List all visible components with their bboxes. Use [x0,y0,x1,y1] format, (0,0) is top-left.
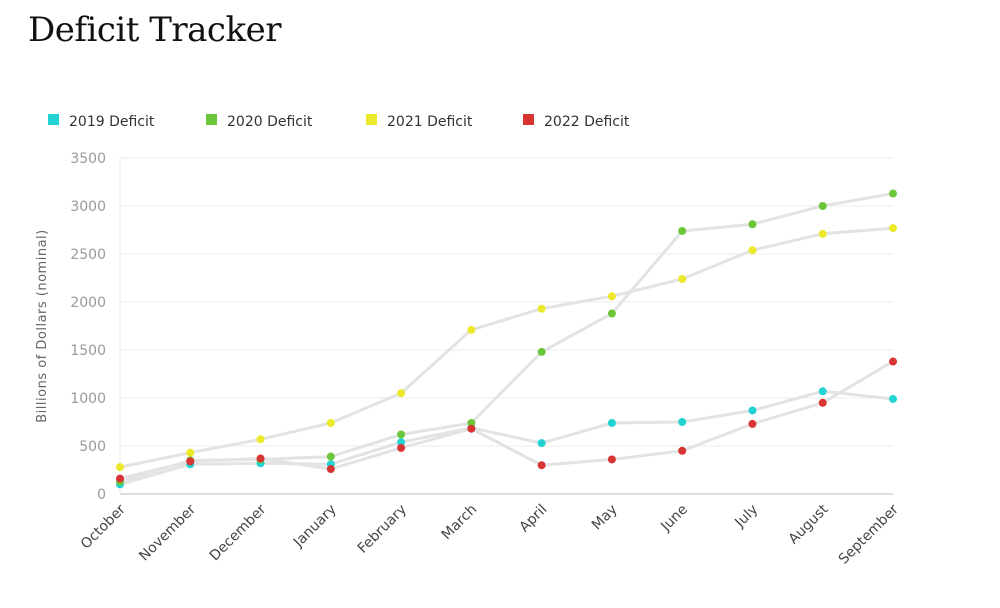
series-line [118,389,895,486]
data-point [537,347,546,356]
y-tick-label: 0 [97,487,106,503]
y-axis-ticks: 0 500 1000 1500 2000 2500 3000 3500 [70,151,106,503]
y-tick-label: 1000 [70,391,106,407]
legend-swatch [206,114,217,125]
data-point [397,438,406,447]
x-tick-label: April [517,502,551,536]
legend-swatch [366,114,377,125]
data-point [186,448,195,457]
data-point [748,246,757,255]
x-tick-label: June [657,502,691,536]
x-tick-label: December [207,501,270,564]
x-tick-label: May [589,502,621,534]
data-point [748,406,757,415]
data-point [186,457,195,466]
y-tick-label: 3500 [70,151,106,167]
data-point [326,465,335,474]
data-point [116,474,124,483]
data-point [467,418,476,427]
y-tick-label: 1500 [70,343,106,359]
y-tick-label: 3000 [70,199,106,215]
chart-legend: 2019 Deficit 2020 Deficit 2021 Deficit 2022… [48,114,630,130]
data-point [748,220,757,229]
x-tick-label: September [836,501,902,567]
y-tick-label: 500 [79,439,106,455]
data-point [256,435,265,444]
data-point [467,325,476,334]
series-line [118,226,895,469]
data-point [607,455,616,464]
x-axis-ticks: October November December January February Ma… [78,501,902,567]
data-point [889,224,897,233]
data-point [607,309,616,318]
data-point [537,439,546,448]
y-tick-label: 2000 [70,295,106,311]
data-point [326,418,335,427]
x-tick-label: November [136,501,199,564]
legend-label: 2019 Deficit [69,114,155,130]
data-point [467,424,476,433]
data-point [889,189,897,198]
data-point [256,454,265,463]
data-point [678,226,687,235]
data-point [678,274,687,283]
data-point [116,463,124,472]
data-point [397,430,406,439]
legend-label: 2022 Deficit [544,114,630,130]
x-tick-label: March [439,502,480,543]
x-tick-label: August [786,501,832,547]
series-points [116,189,897,489]
data-point [889,394,897,403]
data-point [748,419,757,428]
data-point [326,452,335,461]
data-point [818,202,827,210]
data-point [397,443,406,452]
legend-label: 2021 Deficit [387,114,473,130]
data-point [607,292,616,301]
series-line [118,192,895,483]
legend-label: 2020 Deficit [227,114,313,130]
series-line [118,360,895,481]
data-point [818,387,827,396]
page-title: Deficit Tracker [28,10,281,50]
data-point [537,461,546,470]
x-tick-label: July [731,502,761,532]
y-axis-label: Billions of Dollars (nominal) [35,229,50,422]
data-point [397,389,406,398]
x-tick-label: February [355,502,410,557]
data-point [607,418,616,427]
legend-swatch [48,114,59,125]
x-tick-label: January [290,502,340,552]
series-lines [118,192,895,486]
legend-swatch [523,114,534,125]
data-point [889,357,897,366]
x-tick-label: October [78,501,129,552]
data-point [537,304,546,313]
data-point [818,398,827,407]
data-point [678,418,687,426]
y-tick-label: 2500 [70,247,106,263]
data-point [818,229,827,238]
data-point [678,446,687,455]
